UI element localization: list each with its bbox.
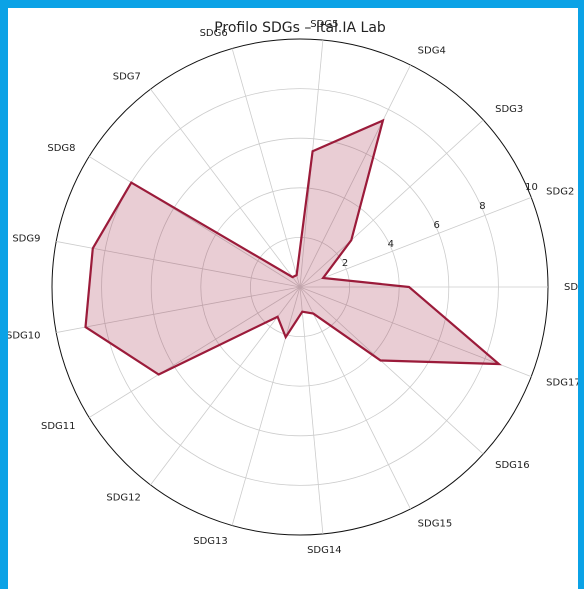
category-label: SDG1 <box>564 282 578 293</box>
chart: Profilo SDGs – Ital.IA Lab 2 4 6 8 10 SDG1 SDG… <box>8 19 578 556</box>
category-label: SDG11 <box>41 421 76 432</box>
spoke <box>299 286 532 377</box>
r-tick-label: 6 <box>433 220 439 231</box>
category-label: SDG12 <box>106 493 141 504</box>
panel: Profilo SDGs – Ital.IA Lab 2 4 6 8 10 SDG1 SDG… <box>8 8 578 589</box>
r-tick-label: 4 <box>388 239 394 250</box>
spoke <box>231 286 301 526</box>
category-label: SDG17 <box>546 377 578 388</box>
spoke <box>88 156 301 288</box>
category-label: SDG13 <box>193 536 228 547</box>
spoke <box>150 88 301 288</box>
spoke <box>299 286 324 534</box>
category-label: SDG10 <box>8 331 40 342</box>
spoke <box>299 64 411 288</box>
spoke <box>150 286 301 486</box>
category-label: SDG5 <box>310 19 338 30</box>
category-label: SDG7 <box>113 71 141 82</box>
category-label: SDG8 <box>47 143 75 154</box>
category-label: SDG9 <box>12 233 40 244</box>
r-tick-label: 8 <box>479 201 485 212</box>
spoke <box>88 286 301 418</box>
spoke <box>299 119 484 288</box>
category-label: SDG4 <box>418 46 446 57</box>
radar-area <box>84 118 502 376</box>
r-tick-label: 2 <box>342 258 348 269</box>
category-label: SDG6 <box>200 28 228 39</box>
r-tick-label: 10 <box>525 182 538 193</box>
spoke <box>299 197 532 288</box>
spoke <box>299 286 411 510</box>
category-label: SDG3 <box>495 104 523 115</box>
category-label: SDG14 <box>307 545 342 556</box>
spoke <box>56 286 301 333</box>
category-label: SDG16 <box>495 460 530 471</box>
spoke <box>231 48 301 288</box>
spoke <box>56 241 301 288</box>
spoke <box>299 286 484 455</box>
category-label: SDG2 <box>546 187 574 198</box>
category-label: SDG15 <box>418 518 453 529</box>
chart-title: Profilo SDGs – Ital.IA Lab <box>214 20 386 36</box>
